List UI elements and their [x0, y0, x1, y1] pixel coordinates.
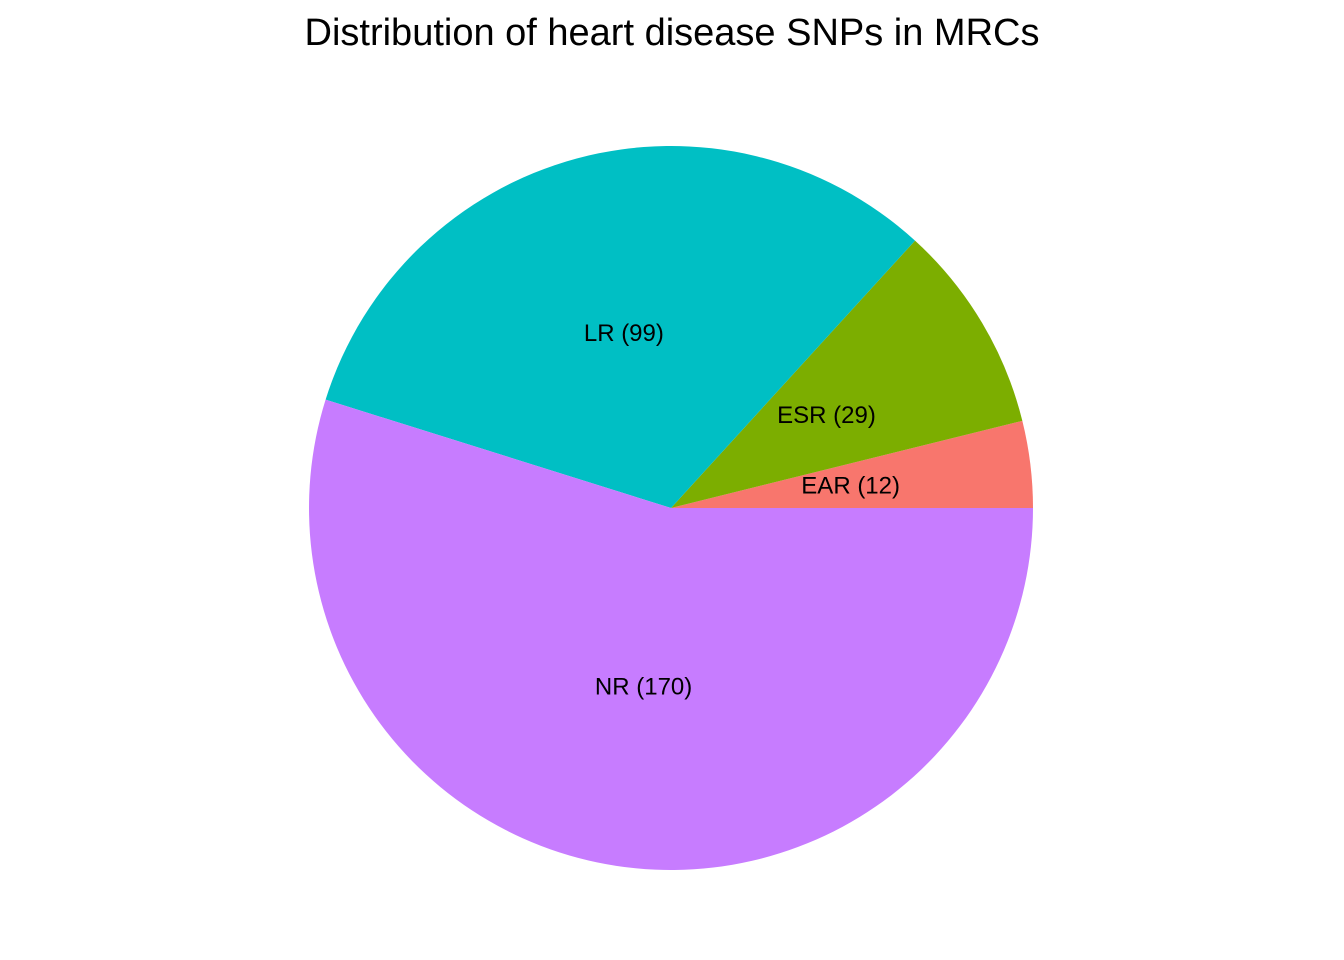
pie-slice-lr [325, 145, 916, 508]
chart-title: Distribution of heart disease SNPs in MR… [304, 12, 1040, 54]
slice-label-nr: NR (170) [595, 673, 692, 700]
pie-slices [309, 145, 1034, 870]
pie-labels: EAR (12) ESR (29) LR (99) NR (170) [584, 320, 900, 701]
pie-slice-ear [671, 420, 1033, 508]
slice-label-ear: EAR (12) [801, 473, 900, 500]
pie-slice-nr [309, 399, 1034, 870]
pie-slice-esr [671, 240, 1023, 508]
slice-label-esr: ESR (29) [777, 402, 876, 429]
slice-label-lr: LR (99) [584, 320, 664, 347]
